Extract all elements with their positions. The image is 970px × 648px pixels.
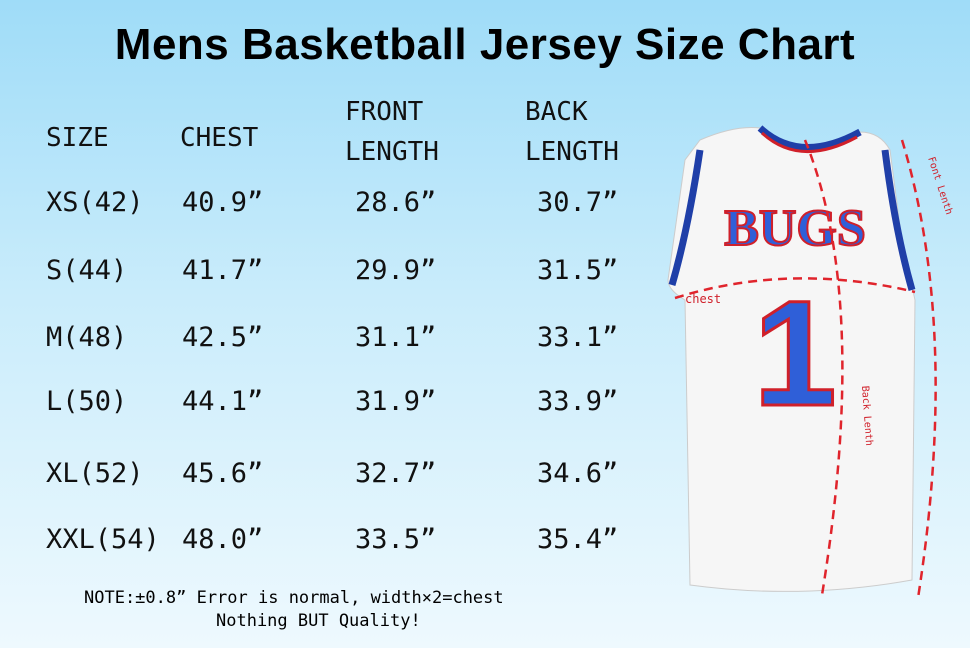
size-cell: XL(52) bbox=[46, 458, 144, 489]
collar-trim bbox=[757, 125, 862, 152]
measure-cell: 28.6” bbox=[355, 187, 437, 218]
back-label: Back Lenth bbox=[859, 385, 874, 446]
front-label: Font Lenth bbox=[925, 156, 954, 217]
measure-cell: 42.5” bbox=[182, 322, 264, 353]
column-header: FRONT LENGTH bbox=[345, 97, 439, 167]
measure-cell: 31.5” bbox=[537, 255, 619, 286]
jersey-number: 1 bbox=[753, 269, 836, 437]
arm-trim bbox=[668, 149, 704, 286]
front-line bbox=[900, 139, 937, 599]
measure-cell: 48.0” bbox=[182, 524, 264, 555]
measure-cell: 33.1” bbox=[537, 322, 619, 353]
measure-cell: 31.1” bbox=[355, 322, 437, 353]
title: Mens Basketball Jersey Size Chart bbox=[114, 20, 856, 69]
measure-cell: 40.9” bbox=[182, 187, 264, 218]
note: Nothing BUT Quality! bbox=[216, 611, 421, 631]
measure-cell: 44.1” bbox=[182, 386, 264, 417]
measure-cell: 33.5” bbox=[355, 524, 437, 555]
measure-cell: 31.9” bbox=[355, 386, 437, 417]
size-cell: XXL(54) bbox=[46, 524, 160, 555]
size-cell: S(44) bbox=[46, 255, 128, 286]
measure-cell: 32.7” bbox=[355, 458, 437, 489]
column-header: SIZE bbox=[46, 123, 109, 153]
measure-cell: 34.6” bbox=[537, 458, 619, 489]
size-cell: M(48) bbox=[46, 322, 128, 353]
measure-cell: 45.6” bbox=[182, 458, 264, 489]
column-header: CHEST bbox=[180, 123, 259, 153]
chest-label: chest bbox=[685, 292, 721, 306]
size-cell: L(50) bbox=[46, 386, 128, 417]
measure-cell: 35.4” bbox=[537, 524, 619, 555]
measure-cell: 41.7” bbox=[182, 255, 264, 286]
size-cell: XS(42) bbox=[46, 187, 144, 218]
jersey-name: BUGS bbox=[724, 200, 866, 257]
measure-cell: 29.9” bbox=[355, 255, 437, 286]
note: NOTE:±0.8” Error is normal, width×2=ches… bbox=[84, 588, 504, 608]
column-header: BACK LENGTH bbox=[525, 97, 619, 167]
measure-cell: 30.7” bbox=[537, 187, 619, 218]
back-line bbox=[803, 139, 844, 596]
chest-line bbox=[674, 277, 916, 300]
measure-cell: 33.9” bbox=[537, 386, 619, 417]
arm-trim bbox=[881, 149, 916, 291]
collar-trim bbox=[760, 131, 858, 154]
